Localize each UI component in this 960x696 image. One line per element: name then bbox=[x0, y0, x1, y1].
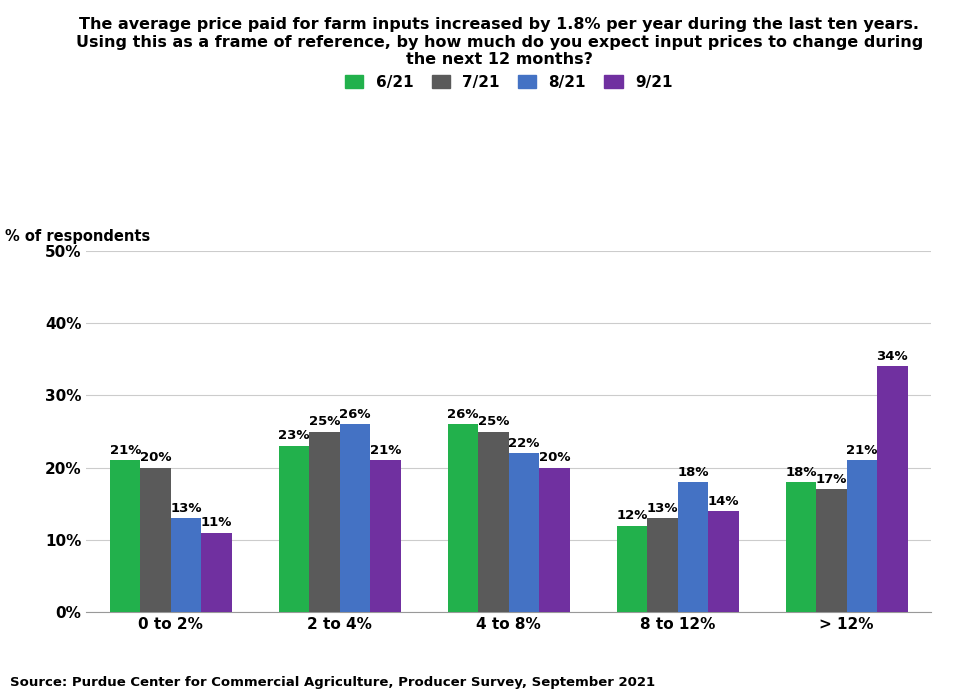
Bar bbox=[540, 468, 569, 612]
Text: 20%: 20% bbox=[539, 451, 570, 464]
Text: 26%: 26% bbox=[447, 408, 479, 420]
Bar bbox=[309, 432, 340, 612]
Bar bbox=[279, 446, 309, 612]
Bar bbox=[340, 425, 371, 612]
Bar bbox=[371, 461, 400, 612]
Bar bbox=[171, 519, 202, 612]
Bar bbox=[110, 461, 140, 612]
Bar bbox=[847, 461, 877, 612]
Text: 20%: 20% bbox=[140, 451, 172, 464]
Text: 34%: 34% bbox=[876, 350, 908, 363]
Text: % of respondents: % of respondents bbox=[5, 229, 150, 244]
Bar bbox=[509, 453, 540, 612]
Bar bbox=[786, 482, 816, 612]
Bar bbox=[202, 533, 231, 612]
Text: 13%: 13% bbox=[647, 502, 679, 515]
Text: 14%: 14% bbox=[708, 495, 739, 507]
Bar bbox=[708, 511, 738, 612]
Bar bbox=[617, 525, 647, 612]
Bar bbox=[448, 425, 478, 612]
Bar bbox=[478, 432, 509, 612]
Text: 18%: 18% bbox=[677, 466, 708, 479]
Text: 21%: 21% bbox=[846, 444, 877, 457]
Text: 21%: 21% bbox=[109, 444, 141, 457]
Text: 13%: 13% bbox=[170, 502, 202, 515]
Legend: 6/21, 7/21, 8/21, 9/21: 6/21, 7/21, 8/21, 9/21 bbox=[341, 70, 677, 94]
Text: 11%: 11% bbox=[201, 516, 232, 529]
Text: 23%: 23% bbox=[278, 429, 310, 443]
Bar bbox=[816, 489, 847, 612]
Bar bbox=[877, 366, 907, 612]
Text: 25%: 25% bbox=[478, 415, 510, 428]
Text: The average price paid for farm inputs increased by 1.8% per year during the las: The average price paid for farm inputs i… bbox=[76, 17, 923, 68]
Text: 12%: 12% bbox=[616, 509, 648, 522]
Bar bbox=[678, 482, 708, 612]
Text: Source: Purdue Center for Commercial Agriculture, Producer Survey, September 202: Source: Purdue Center for Commercial Agr… bbox=[10, 676, 655, 689]
Text: 22%: 22% bbox=[508, 436, 540, 450]
Text: 25%: 25% bbox=[309, 415, 341, 428]
Bar bbox=[140, 468, 171, 612]
Text: 26%: 26% bbox=[339, 408, 371, 420]
Text: 17%: 17% bbox=[816, 473, 848, 486]
Text: 21%: 21% bbox=[370, 444, 401, 457]
Bar bbox=[647, 519, 678, 612]
Text: 18%: 18% bbox=[785, 466, 817, 479]
